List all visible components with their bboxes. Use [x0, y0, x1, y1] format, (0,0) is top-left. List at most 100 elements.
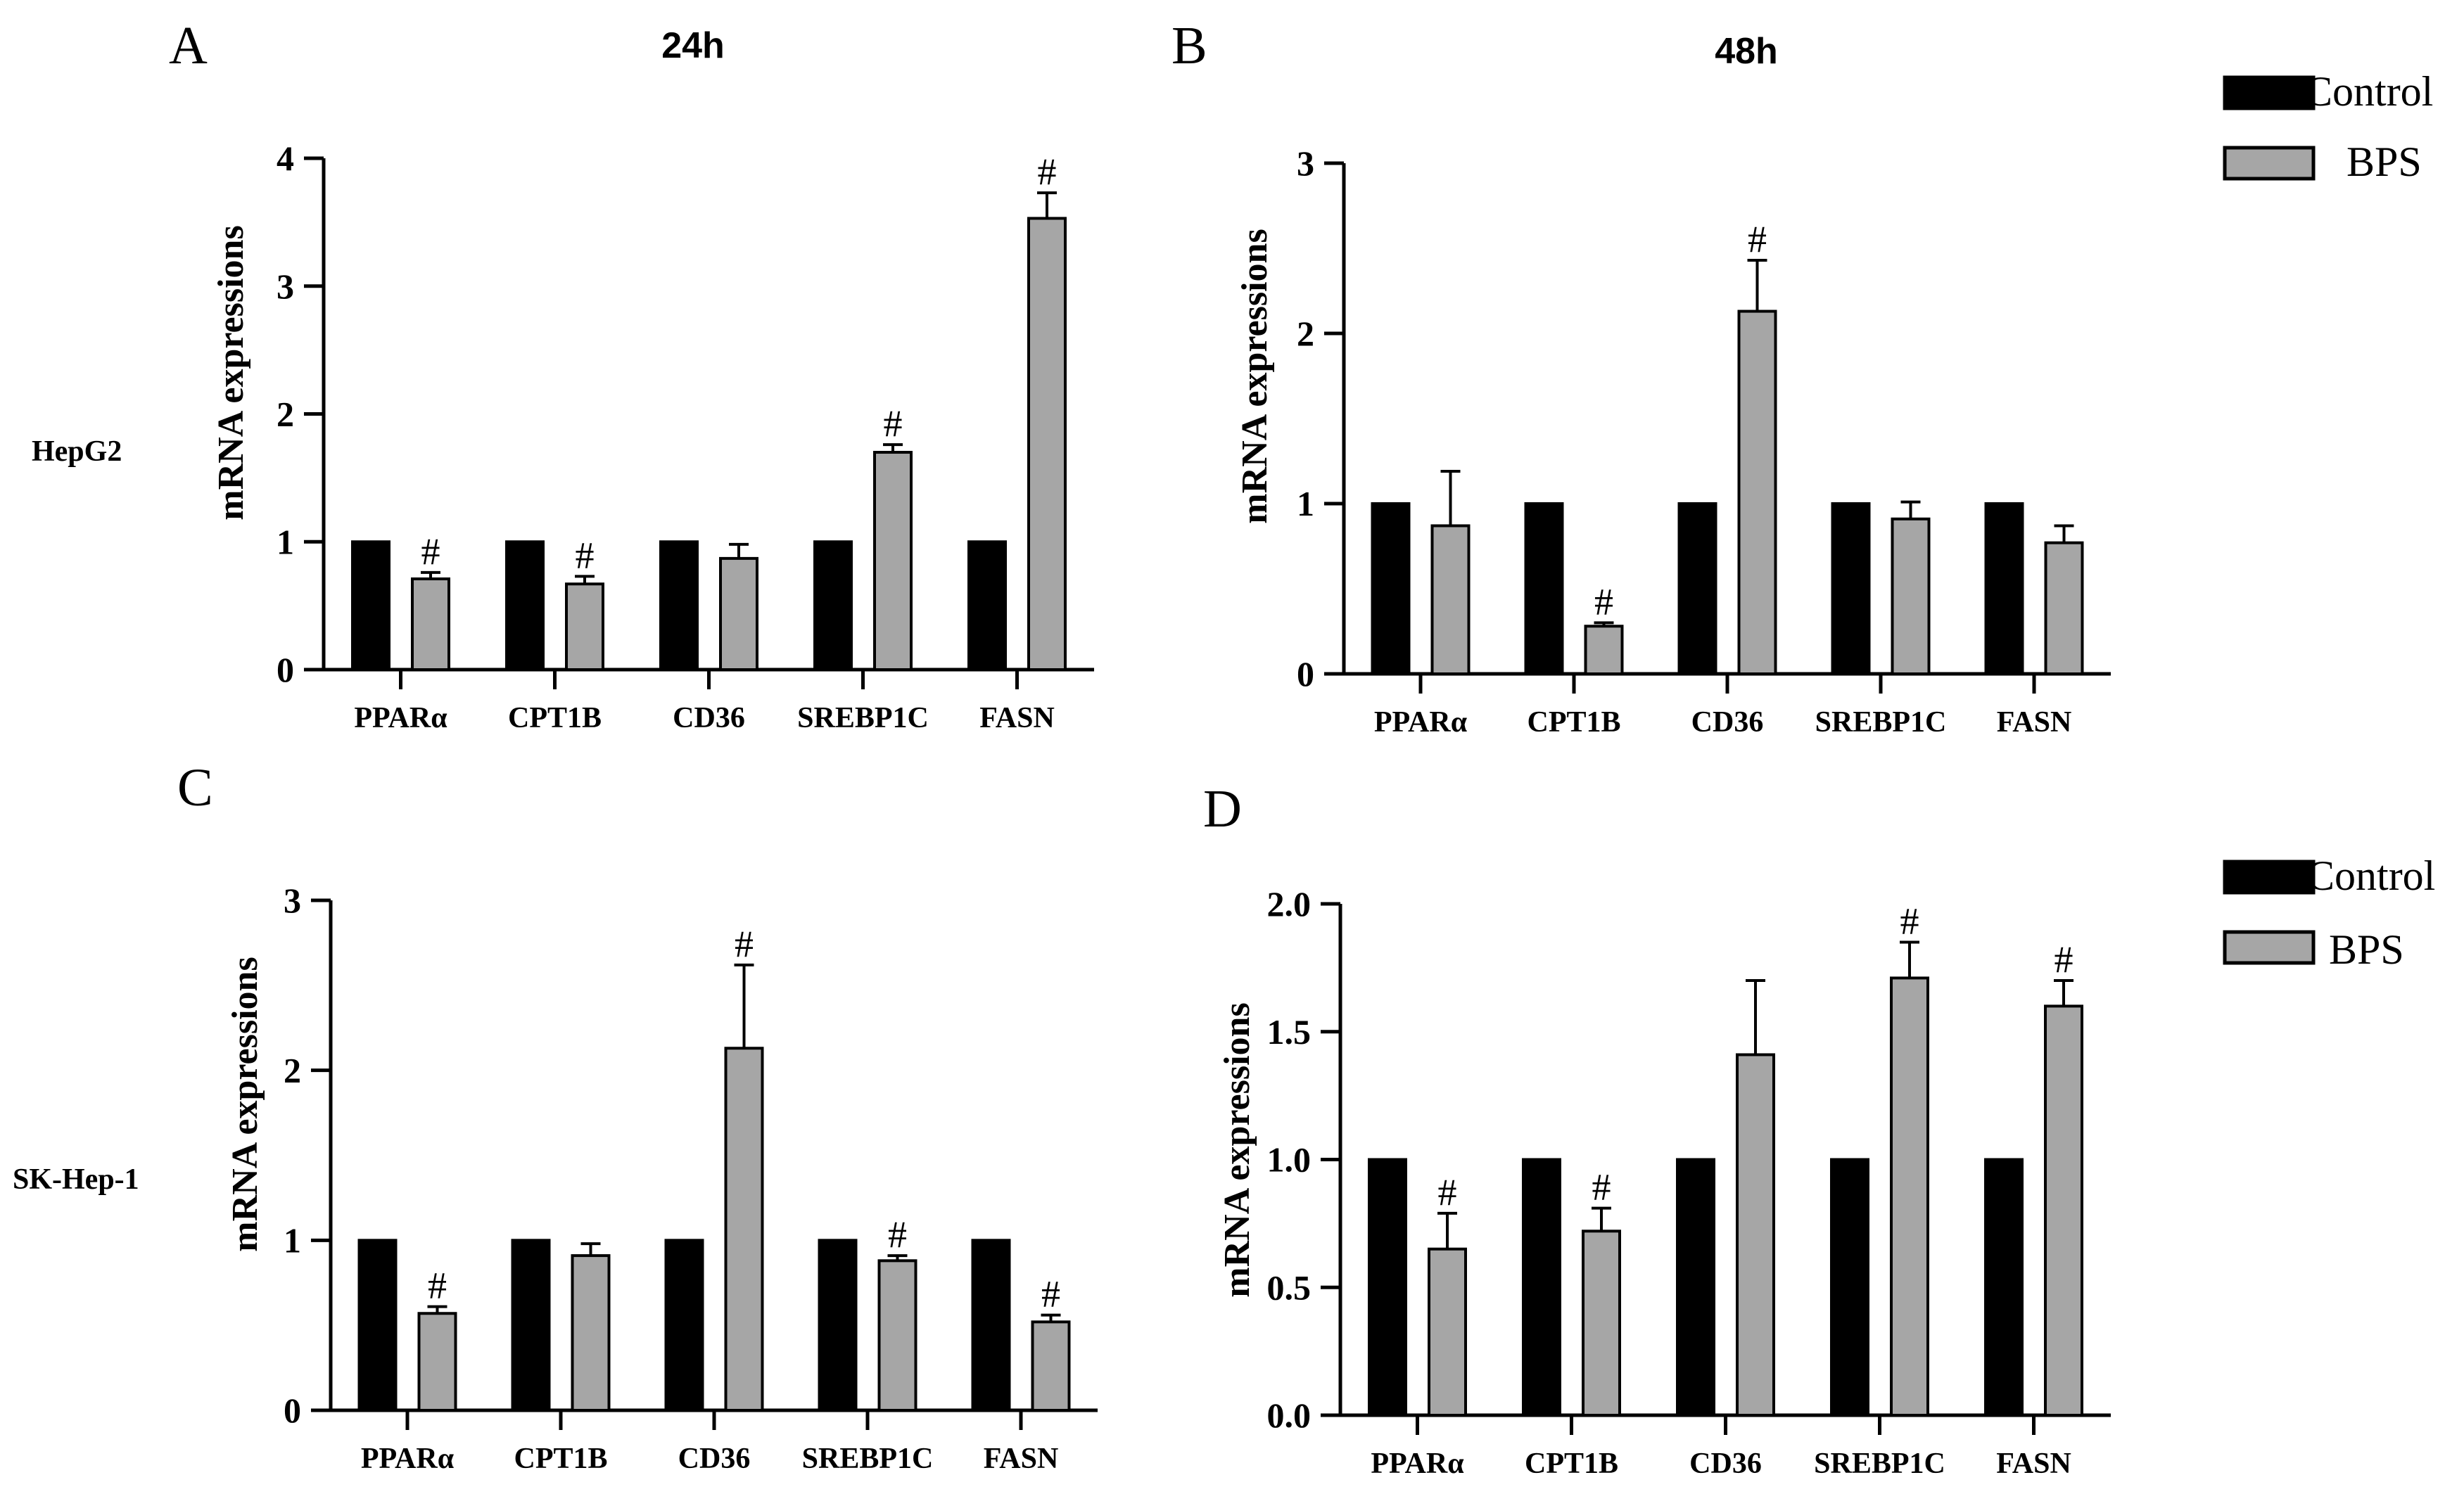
significance-marker: #	[888, 1213, 907, 1256]
significance-marker: #	[1041, 1273, 1060, 1315]
bar-control	[1524, 502, 1564, 675]
y-tick-label: 0	[284, 1391, 301, 1430]
y-tick-label: 1	[277, 522, 294, 561]
legend-label-bps-2: BPS	[2318, 926, 2404, 973]
y-tick-label: 0	[277, 650, 294, 689]
bar-control	[1522, 1158, 1561, 1417]
bar-bps	[1890, 976, 1929, 1417]
bar-bps	[1736, 1053, 1775, 1417]
x-tick-label: CPT1B	[1527, 706, 1620, 739]
bar-control	[1984, 1158, 2024, 1417]
y-tick-label: 1.5	[1267, 1012, 1312, 1052]
x-tick-label: CD36	[678, 1443, 751, 1475]
panel-c-chart: 0 1 2 3 PPARα # CPT1B CD36 # SREBP1C # FASN #	[284, 881, 1098, 1475]
panel-letter-c: C	[177, 758, 213, 817]
x-tick-label: CPT1B	[1525, 1448, 1618, 1480]
x-tick-label: PPARα	[361, 1443, 455, 1475]
significance-marker: #	[1438, 1171, 1457, 1213]
x-tick-label: CD36	[1691, 706, 1764, 739]
x-tick-label: CPT1B	[508, 702, 602, 734]
bar-bps	[565, 582, 604, 671]
significance-marker: #	[884, 402, 903, 445]
bar-bps	[724, 1047, 764, 1412]
panel-b-chart: 0 1 2 3 PPARα CPT1B # CD36 # SREBP1C FASN	[1297, 143, 2111, 739]
panel-c-ylabel: mRNA expressions	[225, 957, 265, 1251]
bar-control	[505, 540, 545, 671]
bar-control	[971, 1239, 1011, 1412]
bar-control	[351, 540, 390, 671]
panel-b-ylabel: mRNA expressions	[1235, 229, 1275, 523]
y-tick-label: 0.0	[1267, 1396, 1312, 1435]
significance-marker: #	[1748, 218, 1767, 260]
row-label-hepg2: HepG2	[32, 435, 122, 468]
bar-control	[813, 540, 853, 671]
y-tick-label: 3	[284, 881, 301, 920]
bar-control	[1371, 502, 1411, 675]
bar-bps	[1428, 1247, 1467, 1417]
bar-control	[1368, 1158, 1407, 1417]
legend-swatch-control	[2223, 75, 2316, 110]
x-tick-label: CD36	[1689, 1448, 1762, 1480]
bar-control	[1677, 502, 1717, 675]
bar-bps	[719, 556, 758, 671]
x-tick-label: FASN	[984, 1443, 1059, 1475]
y-tick-label: 0	[1297, 654, 1314, 694]
y-tick-label: 3	[277, 267, 294, 306]
legend-top: Control BPS	[2223, 68, 2433, 185]
x-tick-label: FASN	[1996, 1448, 2071, 1480]
panel-letter-a: A	[169, 16, 208, 75]
significance-marker: #	[421, 530, 440, 573]
x-tick-label: SREBP1C	[802, 1443, 934, 1475]
bar-bps	[877, 1259, 917, 1412]
bar-control	[1830, 1158, 1869, 1417]
bar-control	[967, 540, 1007, 671]
x-tick-label: SREBP1C	[1814, 1448, 1945, 1480]
y-tick-label: 1.0	[1267, 1140, 1312, 1180]
x-tick-label: PPARα	[1371, 1448, 1464, 1480]
bar-bps	[1027, 217, 1067, 671]
legend-bottom: Control BPS	[2223, 853, 2435, 973]
significance-marker: #	[735, 923, 754, 965]
bar-control	[1676, 1158, 1715, 1417]
x-tick-label: SREBP1C	[1815, 706, 1947, 739]
significance-marker: #	[428, 1265, 447, 1307]
y-tick-label: 1	[284, 1220, 301, 1260]
bar-bps	[1584, 625, 1624, 675]
legend-label-control-2: Control	[2306, 853, 2435, 899]
panel-d-ylabel: mRNA expressions	[1217, 1002, 1257, 1297]
bar-bps	[2044, 1004, 2083, 1417]
bar-control	[818, 1239, 858, 1412]
x-tick-label: PPARα	[354, 702, 447, 734]
y-tick-label: 3	[1297, 143, 1314, 183]
y-tick-label: 2.0	[1267, 884, 1312, 924]
y-tick-label: 1	[1297, 484, 1314, 523]
bar-control	[1984, 502, 2024, 675]
significance-marker: #	[1900, 900, 1919, 943]
legend-label-bps: BPS	[2346, 139, 2422, 185]
panel-letter-d: D	[1203, 779, 1242, 838]
panel-a-chart: 0 1 2 3 4 PPARα # CPT1B # CD36 SREBP1C # FASN #	[277, 139, 1094, 734]
significance-marker: #	[1592, 1166, 1611, 1208]
legend-swatch-control-2	[2223, 860, 2316, 895]
bar-bps	[873, 451, 913, 672]
significance-marker: #	[1594, 580, 1613, 622]
legend-swatch-bps	[2223, 146, 2316, 181]
significance-marker: #	[576, 534, 595, 576]
panel-letter-b: B	[1171, 16, 1207, 75]
bar-control	[664, 1239, 704, 1412]
bar-bps	[1031, 1320, 1071, 1412]
bar-bps	[2044, 541, 2084, 675]
bar-bps	[411, 577, 450, 672]
bar-bps	[1737, 309, 1777, 676]
bar-bps	[1430, 524, 1471, 676]
x-tick-label: SREBP1C	[797, 702, 929, 734]
panel-a-ylabel: mRNA expressions	[211, 225, 251, 520]
x-tick-label: FASN	[1997, 706, 2072, 739]
bar-control	[659, 540, 699, 671]
panel-b-title: 48h	[1715, 31, 1778, 72]
y-tick-label: 0.5	[1267, 1268, 1312, 1307]
panel-d-chart: 0.0 0.5 1.0 1.5 2.0 PPARα # CPT1B # CD36 SREBP1C # F…	[1267, 884, 2111, 1480]
y-tick-label: 4	[277, 139, 294, 178]
bar-control	[1831, 502, 1871, 675]
